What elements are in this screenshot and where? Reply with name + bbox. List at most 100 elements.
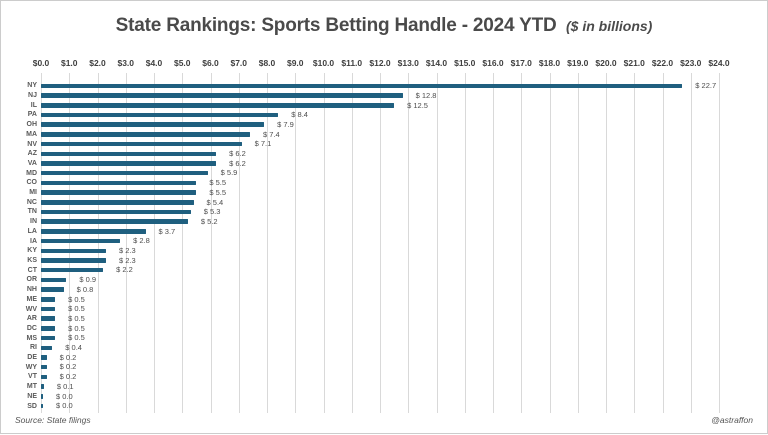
- gridline: [182, 73, 184, 413]
- gridline: [662, 73, 664, 413]
- bar-row: NV $ 7.1: [27, 139, 719, 149]
- x-tick-label: $10.0: [312, 58, 335, 68]
- value-label: $ 5.5: [209, 187, 227, 197]
- x-axis-tick-labels: $0.0 $1.0 $2.0 $3.0 $4.0 $5.0 $6.0 $7.0 $8.0 $9.0…: [33, 58, 730, 70]
- value-label: $ 2.2: [116, 265, 133, 275]
- bar: [41, 267, 104, 273]
- bar: [41, 364, 47, 370]
- bar-row: OH $ 7.9: [27, 119, 719, 130]
- value-label: $ 6.2: [229, 149, 246, 159]
- value-label: $ 0.2: [59, 352, 77, 362]
- state-label: VT: [28, 373, 37, 381]
- x-tick-label: $8.0: [258, 58, 276, 68]
- bar-row: TN $ 5.3: [28, 207, 719, 217]
- bar-row: NC $ 5.4: [27, 197, 719, 207]
- bar: [41, 297, 56, 302]
- bar-row: MS $ 0.5: [27, 333, 719, 343]
- bar: [41, 83, 683, 89]
- gridline: [238, 73, 240, 413]
- state-label: MS: [26, 334, 38, 342]
- state-label: MT: [26, 383, 37, 391]
- bar: [41, 93, 403, 98]
- bar-row: VT $ 0.2: [28, 372, 719, 382]
- bar: [41, 132, 251, 137]
- gridline: [436, 73, 438, 413]
- bar-row: NH $ 0.8: [27, 284, 719, 295]
- bar: [41, 335, 56, 341]
- gridline: [380, 73, 381, 413]
- state-label: ME: [26, 295, 38, 303]
- bar-row: VA $ 6.2: [28, 159, 719, 169]
- value-label: $ 5.2: [200, 216, 218, 226]
- gridline: [521, 73, 523, 413]
- gridline: [464, 73, 466, 413]
- bar: [41, 277, 67, 283]
- bar-row: MT $ 0.1: [27, 382, 719, 392]
- bar-row: NE $ 0.0: [27, 392, 719, 402]
- gridline: [719, 73, 720, 413]
- bar: [41, 103, 395, 108]
- state-label: VA: [27, 159, 37, 167]
- state-label: LA: [27, 227, 37, 235]
- bar-row: OR $ 0.9: [27, 275, 719, 285]
- state-label: IA: [30, 237, 37, 245]
- bar: [41, 316, 56, 321]
- bar-row: WY $ 0.2: [26, 362, 719, 372]
- state-label: OH: [26, 121, 38, 129]
- value-label: $ 0.8: [76, 284, 94, 294]
- state-label: IL: [30, 101, 37, 109]
- value-label: $ 5.3: [203, 207, 221, 217]
- state-label: NH: [26, 286, 37, 294]
- x-tick-label: $19.0: [567, 58, 589, 68]
- bar-row: CT $ 2.2: [28, 265, 719, 275]
- value-label: $ 5.5: [209, 178, 227, 188]
- bar: [41, 258, 106, 263]
- bar: [41, 190, 197, 195]
- value-label: $ 7.1: [254, 139, 272, 149]
- state-label: NY: [27, 82, 37, 90]
- bar-row: IN $ 5.2: [30, 216, 719, 227]
- value-label: $ 8.4: [291, 110, 308, 120]
- gridline: [493, 73, 494, 413]
- bar-row: SD $ 0.0: [27, 401, 719, 411]
- state-label: MD: [26, 169, 37, 177]
- value-label: $ 5.9: [220, 168, 238, 178]
- x-tick-label: $17.0: [510, 58, 532, 68]
- bar-rows: NY $ 22.7 NJ $ 12.8 IL $ 12.5 PA $ 8.4 OH $ 7.9 MA…: [26, 81, 719, 411]
- bar-row: MA $ 7.4: [26, 130, 719, 140]
- value-label: $ 3.7: [158, 226, 176, 236]
- state-label: NE: [27, 392, 37, 400]
- value-label: $ 2.3: [118, 255, 136, 265]
- bar-row: IA $ 2.8: [30, 236, 719, 246]
- bar-row: KY $ 2.3: [27, 246, 719, 256]
- state-label: IN: [30, 218, 37, 226]
- bar-row: PA $ 8.4: [28, 110, 719, 120]
- bar: [41, 287, 64, 292]
- x-tick-label: $20.0: [595, 58, 617, 68]
- chart-title-text: State Rankings: Sports Betting Handle - …: [115, 15, 557, 36]
- bar: [41, 229, 146, 234]
- state-label: DC: [26, 324, 37, 332]
- bar: [41, 248, 106, 254]
- state-label: WY: [25, 363, 37, 371]
- x-tick-label: $9.0: [286, 58, 304, 68]
- gridline: [606, 73, 607, 413]
- x-tick-label: $0.0: [32, 58, 50, 68]
- bar: [41, 200, 194, 205]
- state-label: AZ: [27, 150, 37, 158]
- gridline: [210, 73, 212, 413]
- state-label: SD: [27, 402, 37, 410]
- bar: [41, 112, 279, 118]
- value-label: $ 0.9: [79, 275, 97, 285]
- x-tick-label: $14.0: [425, 58, 448, 68]
- value-label: $ 0.5: [68, 323, 85, 333]
- bar-row: AZ $ 6.2: [28, 149, 719, 159]
- chart-title: State Rankings: Sports Betting Handle - …: [1, 15, 767, 37]
- bar-row: IL $ 12.5: [31, 100, 719, 110]
- chart-title-units: ($ in billions): [565, 18, 653, 34]
- value-label: $ 7.9: [277, 119, 294, 129]
- x-tick-label: $21.0: [623, 58, 645, 68]
- value-label: $ 0.5: [68, 313, 85, 323]
- x-tick-label: $6.0: [202, 58, 219, 68]
